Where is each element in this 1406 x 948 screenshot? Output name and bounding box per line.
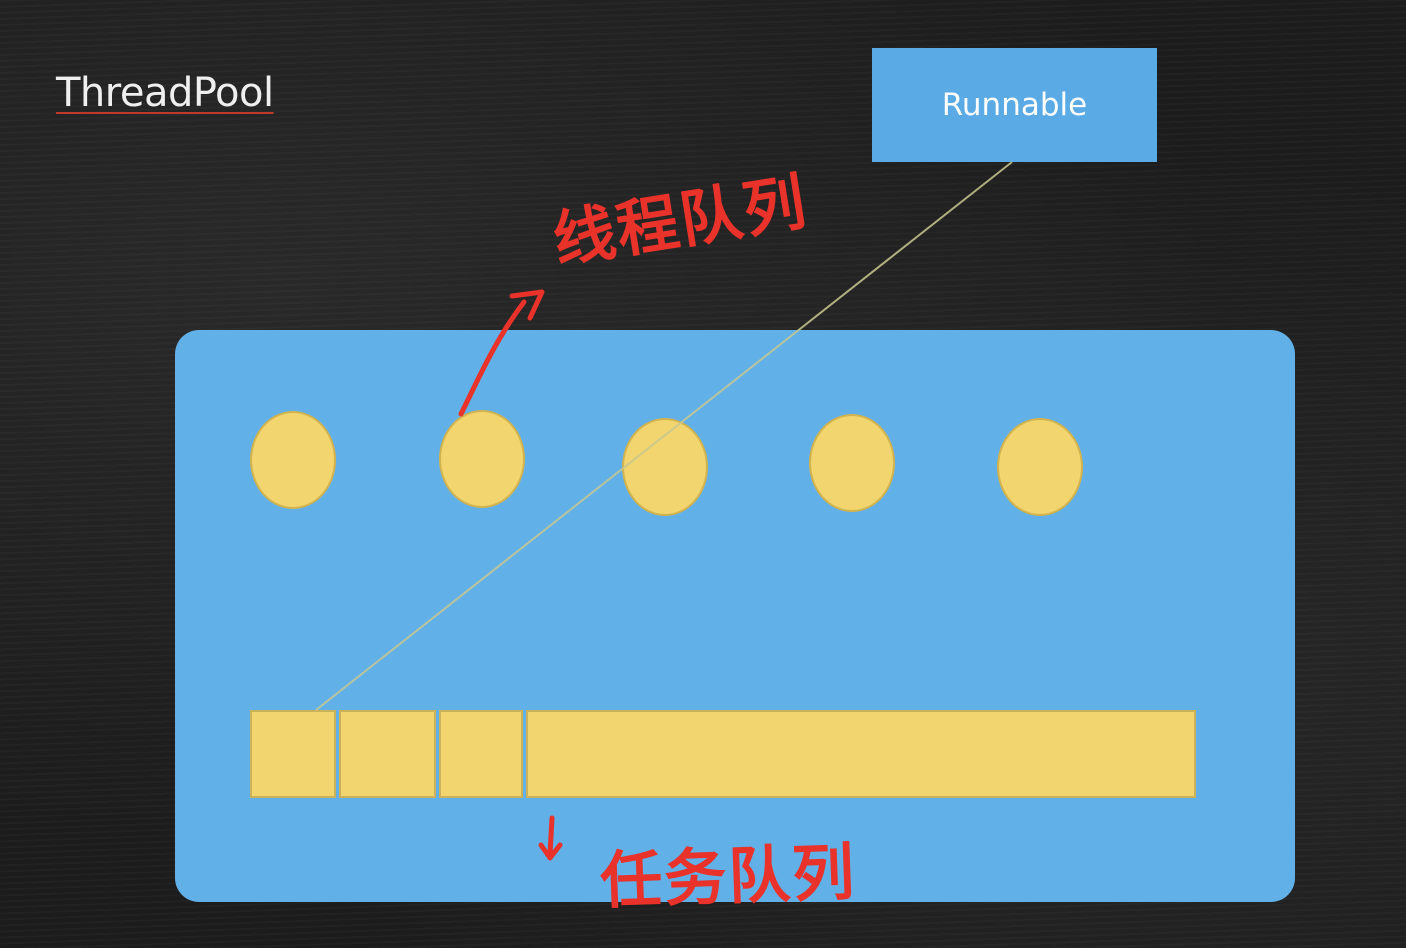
runnable-label: Runnable — [941, 87, 1088, 123]
thread-circle-3 — [622, 418, 708, 516]
task-slot-2 — [339, 710, 436, 798]
task-queue-annotation: 任务队列 — [598, 835, 858, 918]
task-slot-1 — [250, 710, 336, 798]
thread-circle-2 — [439, 410, 525, 508]
thread-pool-container — [175, 330, 1295, 902]
task-queue — [250, 710, 1196, 798]
slide-title: ThreadPool — [56, 70, 274, 116]
task-slot-3 — [439, 710, 523, 798]
task-queue-remaining — [526, 710, 1196, 798]
thread-circle-5 — [997, 418, 1083, 516]
thread-queue-annotation: 线程队列 — [548, 164, 813, 278]
thread-queue-arrow-head — [509, 289, 545, 321]
thread-circle-4 — [809, 414, 895, 512]
thread-circle-1 — [250, 411, 336, 509]
runnable-box: Runnable — [872, 48, 1157, 162]
